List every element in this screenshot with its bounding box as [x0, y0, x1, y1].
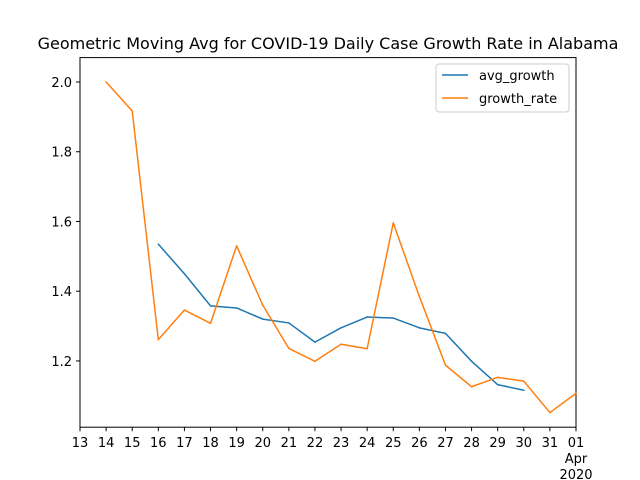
legend-label-avg-growth: avg_growth — [479, 69, 555, 84]
data-point-growth-rate — [366, 347, 368, 350]
data-point-growth-rate — [575, 392, 577, 395]
data-point-avg-growth — [183, 272, 186, 275]
x-tick-label: 16 — [150, 436, 167, 451]
data-point-avg-growth — [392, 317, 395, 319]
data-point-growth-rate — [496, 376, 499, 379]
x-tick-label: 28 — [463, 436, 480, 451]
x-tick-label: 24 — [359, 436, 376, 451]
y-tick-label: 1.2 — [51, 355, 72, 370]
x-tick-label: 01 — [568, 436, 585, 451]
data-point-growth-rate — [209, 322, 212, 325]
data-point-avg-growth — [157, 243, 160, 245]
data-point-avg-growth — [340, 327, 342, 329]
y-axis: 1.2 1.4 1.6 1.8 2.0 — [51, 76, 80, 370]
plot-area — [79, 57, 577, 428]
data-point-growth-rate — [183, 309, 186, 311]
data-point-growth-rate — [288, 347, 290, 350]
x-tick-label: 13 — [72, 436, 89, 451]
data-point-avg-growth — [288, 322, 290, 324]
data-point-growth-rate — [314, 360, 316, 363]
x-tick-label: 26 — [411, 436, 428, 451]
x-tick-label: 20 — [254, 436, 271, 451]
data-point-growth-rate — [131, 110, 134, 112]
y-tick-label: 1.4 — [51, 285, 72, 300]
y-tick-label: 2.0 — [51, 76, 72, 91]
data-point-growth-rate — [522, 380, 525, 382]
x-tick-label: 29 — [489, 436, 506, 451]
data-point-growth-rate — [261, 304, 264, 306]
legend-box — [435, 63, 570, 113]
x-tick-label: 18 — [202, 436, 219, 451]
data-point-avg-growth — [522, 389, 525, 392]
data-point-avg-growth — [496, 383, 499, 386]
y-tick-label: 1.8 — [51, 146, 72, 161]
x-tick-label: 19 — [228, 436, 245, 451]
x-tick-label: 21 — [281, 436, 298, 451]
data-point-avg-growth — [261, 318, 264, 320]
legend-label-growth-rate: growth_rate — [479, 92, 557, 107]
data-point-growth-rate — [392, 222, 395, 224]
data-point-avg-growth — [418, 327, 421, 329]
data-point-growth-rate — [418, 295, 421, 298]
data-point-growth-rate — [444, 364, 447, 366]
x-tick-label: 31 — [542, 436, 559, 451]
data-point-avg-growth — [314, 341, 316, 343]
data-point-growth-rate — [340, 343, 342, 346]
x-tick-label: 17 — [176, 436, 193, 451]
data-point-avg-growth — [470, 360, 473, 363]
x-tick-label: 25 — [385, 436, 402, 451]
x-tick-label: 15 — [124, 436, 141, 451]
x-tick-label: 27 — [437, 436, 454, 451]
data-point-avg-growth — [366, 316, 368, 318]
x-tick-label: 23 — [333, 436, 350, 451]
data-point-growth-rate — [105, 81, 107, 83]
series-line-growth-rate — [105, 81, 577, 414]
data-point-avg-growth — [235, 307, 238, 309]
x-tick-label: 30 — [516, 436, 533, 451]
data-point-growth-rate — [235, 245, 238, 247]
data-point-growth-rate — [470, 385, 473, 388]
chart-title: Geometric Moving Avg for COVID-19 Daily … — [38, 34, 619, 53]
x-axis: 13 14 15 16 17 18 19 20 21 22 23 24 25 26 27 28 29 30 31 01… — [72, 427, 593, 480]
data-point-growth-rate — [549, 411, 551, 414]
legend: avg_growth growth_rate — [435, 63, 570, 113]
x-tick-label: 22 — [307, 436, 324, 451]
y-tick-label: 1.6 — [51, 215, 72, 230]
series-layer — [105, 81, 577, 414]
data-point-growth-rate — [157, 338, 160, 341]
x-tick-sublabel: Apr — [565, 452, 588, 467]
data-point-avg-growth — [444, 332, 447, 335]
x-tick-sublabel: 2020 — [559, 468, 592, 480]
x-tick-label: 14 — [98, 436, 115, 451]
data-point-avg-growth — [209, 305, 212, 307]
